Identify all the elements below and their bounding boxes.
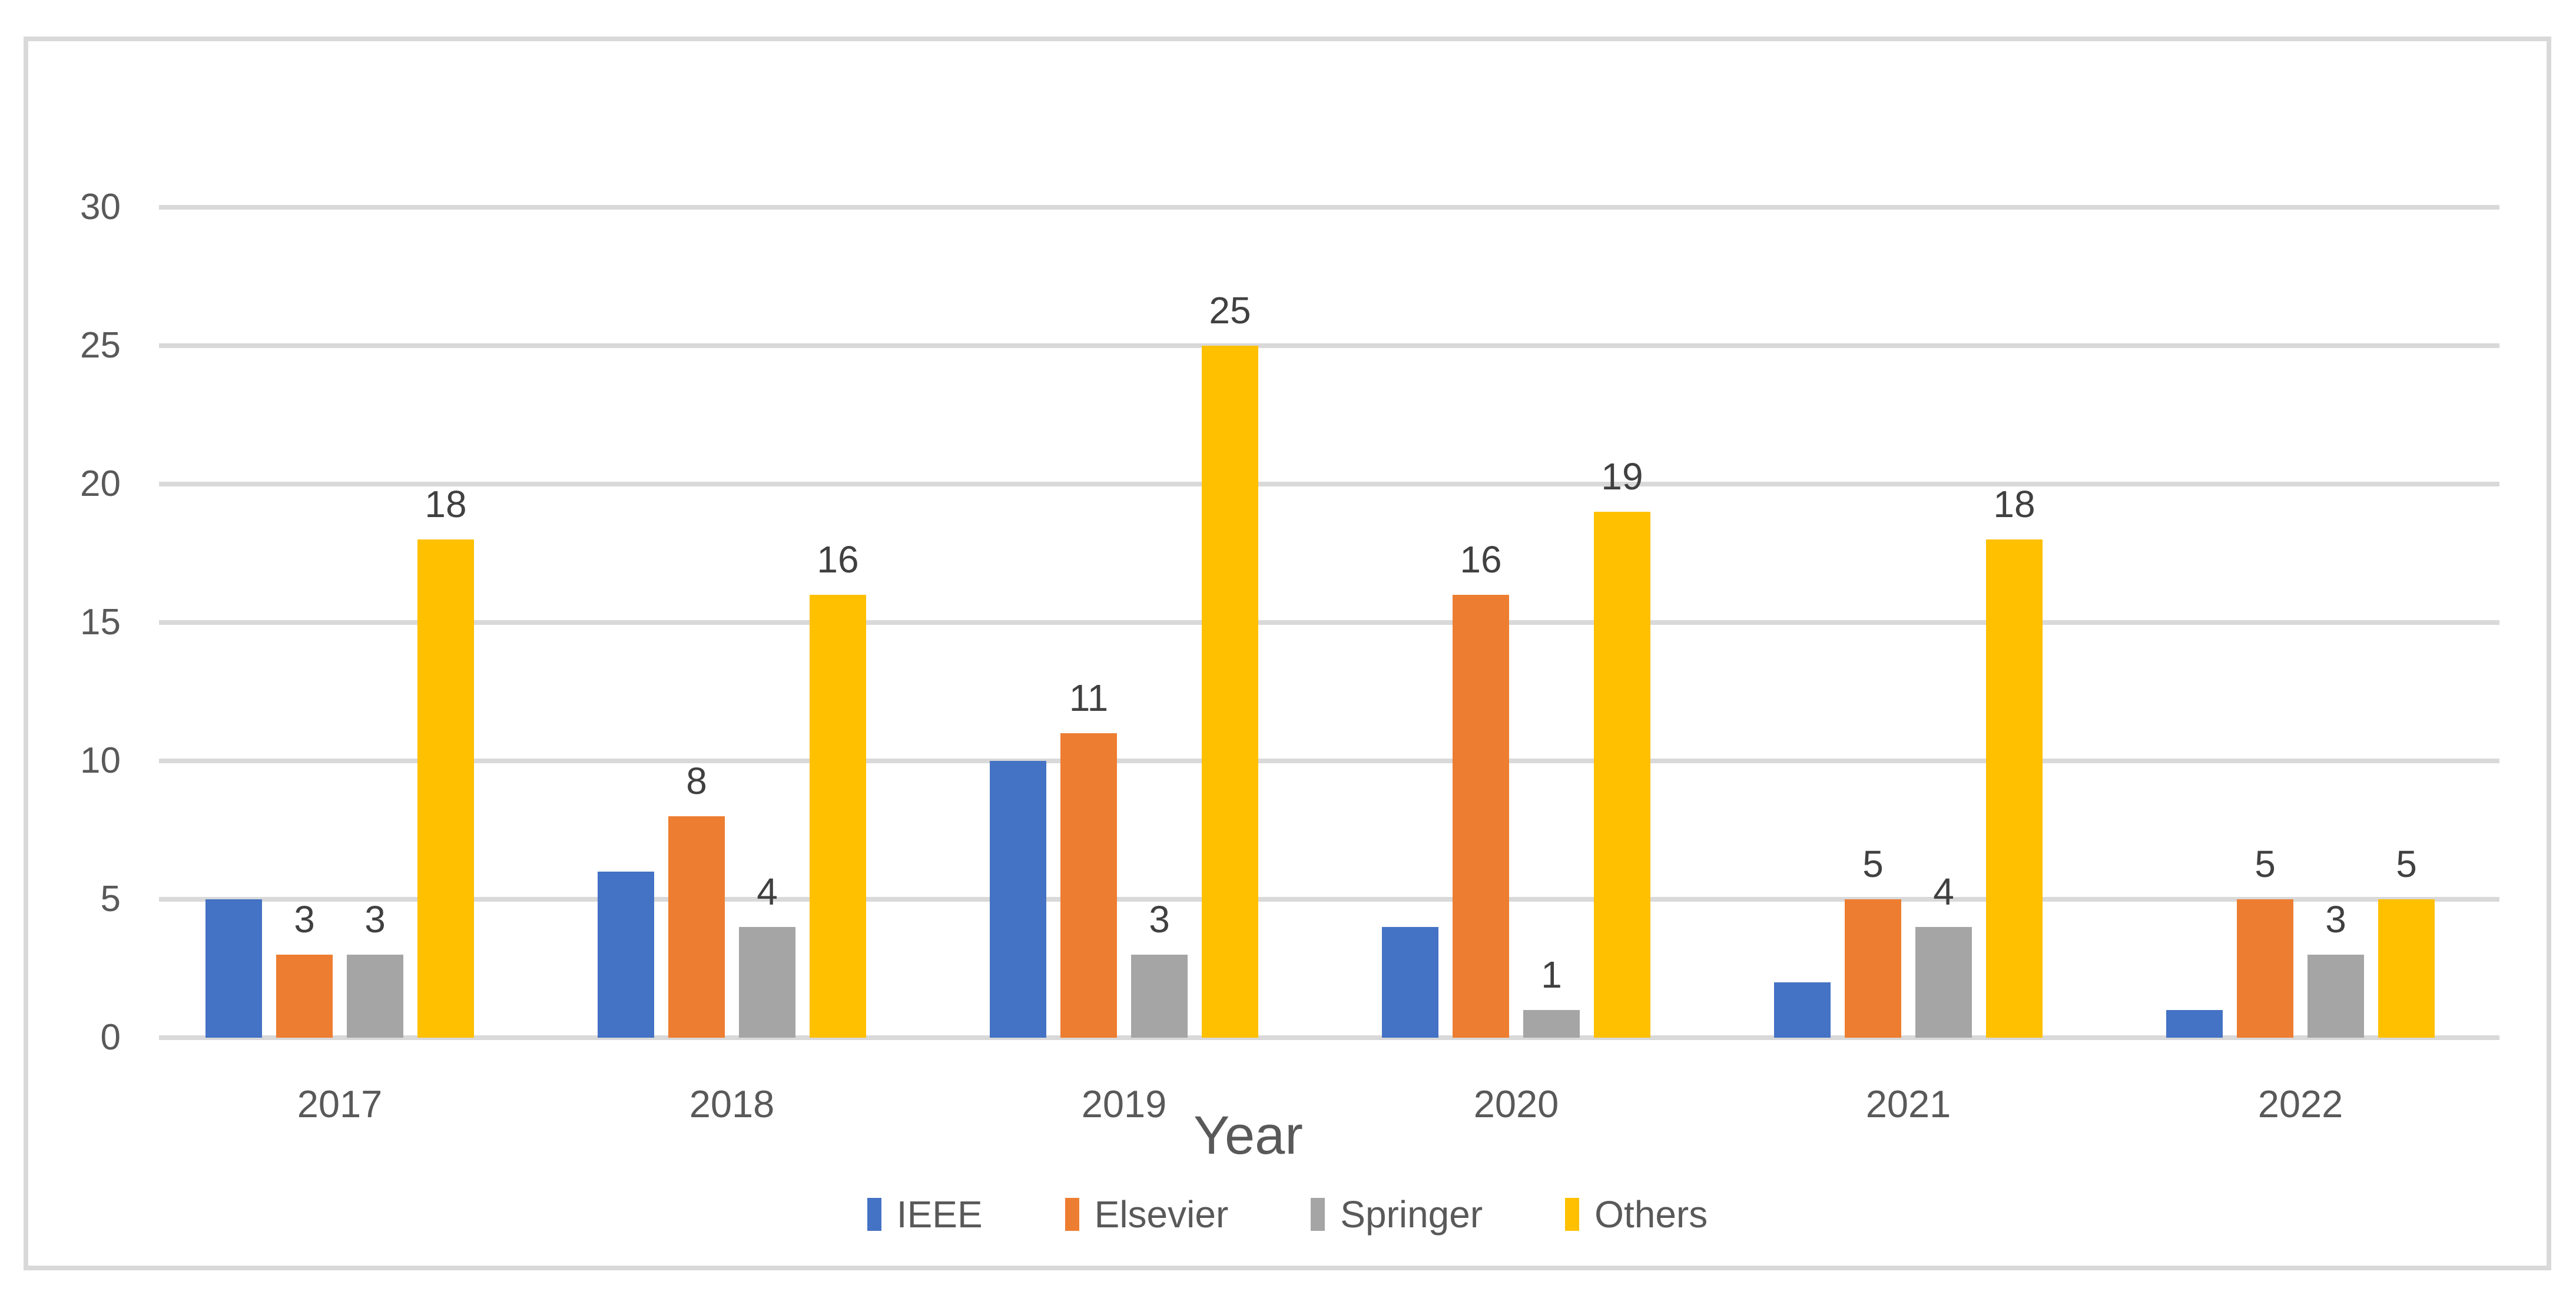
legend-item-ieee: IEEE bbox=[867, 1196, 983, 1233]
bar-others-2018: 16 bbox=[810, 541, 866, 1038]
y-axis-tick-label: 0 bbox=[100, 1017, 121, 1058]
x-axis-tick-label: 2017 bbox=[297, 1082, 383, 1125]
bar-group-2017: 3 3 18 bbox=[205, 207, 474, 1038]
y-axis-tick-label: 20 bbox=[80, 463, 121, 504]
data-label: 18 bbox=[425, 483, 467, 525]
legend-item-elsevier: Elsevier bbox=[1065, 1193, 1229, 1236]
gridline-y-30 bbox=[159, 205, 2499, 210]
bar-springer-2017: 3 bbox=[347, 900, 403, 1038]
data-label: 3 bbox=[1149, 898, 1170, 941]
gridline-y-20 bbox=[159, 482, 2499, 486]
bar-elsevier-2021: 5 bbox=[1845, 845, 1901, 1038]
legend-label: Elsevier bbox=[1094, 1193, 1229, 1236]
data-label: 18 bbox=[1993, 483, 2035, 525]
legend-label: Springer bbox=[1340, 1193, 1483, 1236]
bar-ieee-2017 bbox=[205, 899, 262, 1038]
data-label: 4 bbox=[757, 870, 778, 913]
legend-marker-icon bbox=[1311, 1198, 1325, 1231]
gridline-y-15 bbox=[159, 620, 2499, 625]
data-label: 5 bbox=[2396, 843, 2417, 885]
bar-ieee-2021 bbox=[1774, 982, 1831, 1038]
data-label: 5 bbox=[2255, 843, 2276, 885]
bar-group-2021: 5 4 18 bbox=[1774, 207, 2043, 1038]
legend-marker-icon bbox=[1065, 1198, 1079, 1231]
x-axis-tick-label: 2021 bbox=[1865, 1082, 1951, 1125]
y-axis-tick-label: 30 bbox=[80, 187, 121, 227]
bar-springer-2018: 4 bbox=[739, 873, 795, 1038]
data-label: 8 bbox=[686, 760, 707, 802]
gridline-y-25 bbox=[159, 343, 2499, 348]
data-label: 25 bbox=[1209, 289, 1251, 332]
data-label: 4 bbox=[1933, 870, 1954, 913]
bar-elsevier-2019: 11 bbox=[1060, 679, 1117, 1038]
bar-others-2021: 18 bbox=[1986, 485, 2043, 1038]
legend-item-others: Others bbox=[1565, 1196, 1708, 1233]
data-label: 3 bbox=[294, 898, 315, 941]
data-label: 16 bbox=[1460, 538, 1502, 581]
y-axis-tick-label: 5 bbox=[100, 879, 121, 919]
legend: IEEE Elsevier Springer Others bbox=[24, 1196, 2551, 1233]
data-label: 5 bbox=[1862, 843, 1884, 885]
y-axis-tick-label: 25 bbox=[80, 325, 121, 366]
legend-marker-icon bbox=[867, 1198, 881, 1231]
x-axis-tick-label: 2020 bbox=[1473, 1082, 1559, 1125]
bar-springer-2020: 1 bbox=[1523, 956, 1580, 1038]
x-axis-tick-label: 2019 bbox=[1081, 1082, 1167, 1125]
bar-ieee-2022 bbox=[2166, 1010, 2223, 1038]
legend-item-springer: Springer bbox=[1311, 1196, 1483, 1233]
y-axis: 0 5 10 15 20 25 30 bbox=[0, 189, 121, 1056]
plot-area: 3 3 18 8 4 16 11 3 25 16 1 19 5 4 18 5 3 5 bbox=[159, 205, 2499, 1040]
bar-ieee-2020 bbox=[1382, 927, 1438, 1038]
data-label: 3 bbox=[2325, 898, 2346, 941]
y-axis-tick-label: 10 bbox=[80, 740, 121, 781]
legend-label: IEEE bbox=[896, 1193, 983, 1236]
bar-group-2019: 11 3 25 bbox=[990, 207, 1258, 1038]
bar-others-2022: 5 bbox=[2378, 845, 2435, 1038]
data-label: 16 bbox=[817, 538, 859, 581]
data-label: 1 bbox=[1541, 953, 1562, 996]
bar-group-2018: 8 4 16 bbox=[598, 207, 866, 1038]
y-axis-tick-label: 15 bbox=[80, 602, 121, 643]
data-label: 3 bbox=[364, 898, 386, 941]
bar-springer-2019: 3 bbox=[1131, 900, 1188, 1038]
chart-frame: 3 3 18 8 4 16 11 3 25 16 1 19 5 4 18 5 3 5 bbox=[24, 37, 2551, 1270]
gridline-y-5 bbox=[159, 897, 2499, 902]
bar-group-2020: 16 1 19 bbox=[1382, 207, 1650, 1038]
gridline-y-0 bbox=[159, 1035, 2499, 1040]
bar-elsevier-2018: 8 bbox=[668, 762, 725, 1038]
gridline-y-10 bbox=[159, 759, 2499, 763]
data-label: 11 bbox=[1069, 677, 1109, 719]
bar-ieee-2019 bbox=[990, 761, 1046, 1038]
bar-others-2017: 18 bbox=[417, 485, 474, 1038]
legend-label: Others bbox=[1594, 1193, 1708, 1236]
x-axis-tick-label: 2022 bbox=[2257, 1082, 2343, 1125]
legend-marker-icon bbox=[1565, 1198, 1580, 1231]
bar-ieee-2018 bbox=[598, 872, 654, 1038]
bar-elsevier-2020: 16 bbox=[1453, 541, 1509, 1038]
bar-group-2022: 5 3 5 bbox=[2166, 207, 2435, 1038]
bar-springer-2021: 4 bbox=[1915, 873, 1972, 1038]
bar-others-2019: 25 bbox=[1202, 292, 1258, 1038]
x-axis-tick-label: 2018 bbox=[689, 1082, 775, 1125]
bar-elsevier-2022: 5 bbox=[2237, 845, 2293, 1038]
bar-springer-2022: 3 bbox=[2308, 900, 2364, 1038]
bar-elsevier-2017: 3 bbox=[276, 900, 333, 1038]
x-axis-title: Year bbox=[1193, 1105, 1303, 1165]
data-label: 19 bbox=[1601, 455, 1643, 498]
bar-others-2020: 19 bbox=[1594, 458, 1650, 1038]
